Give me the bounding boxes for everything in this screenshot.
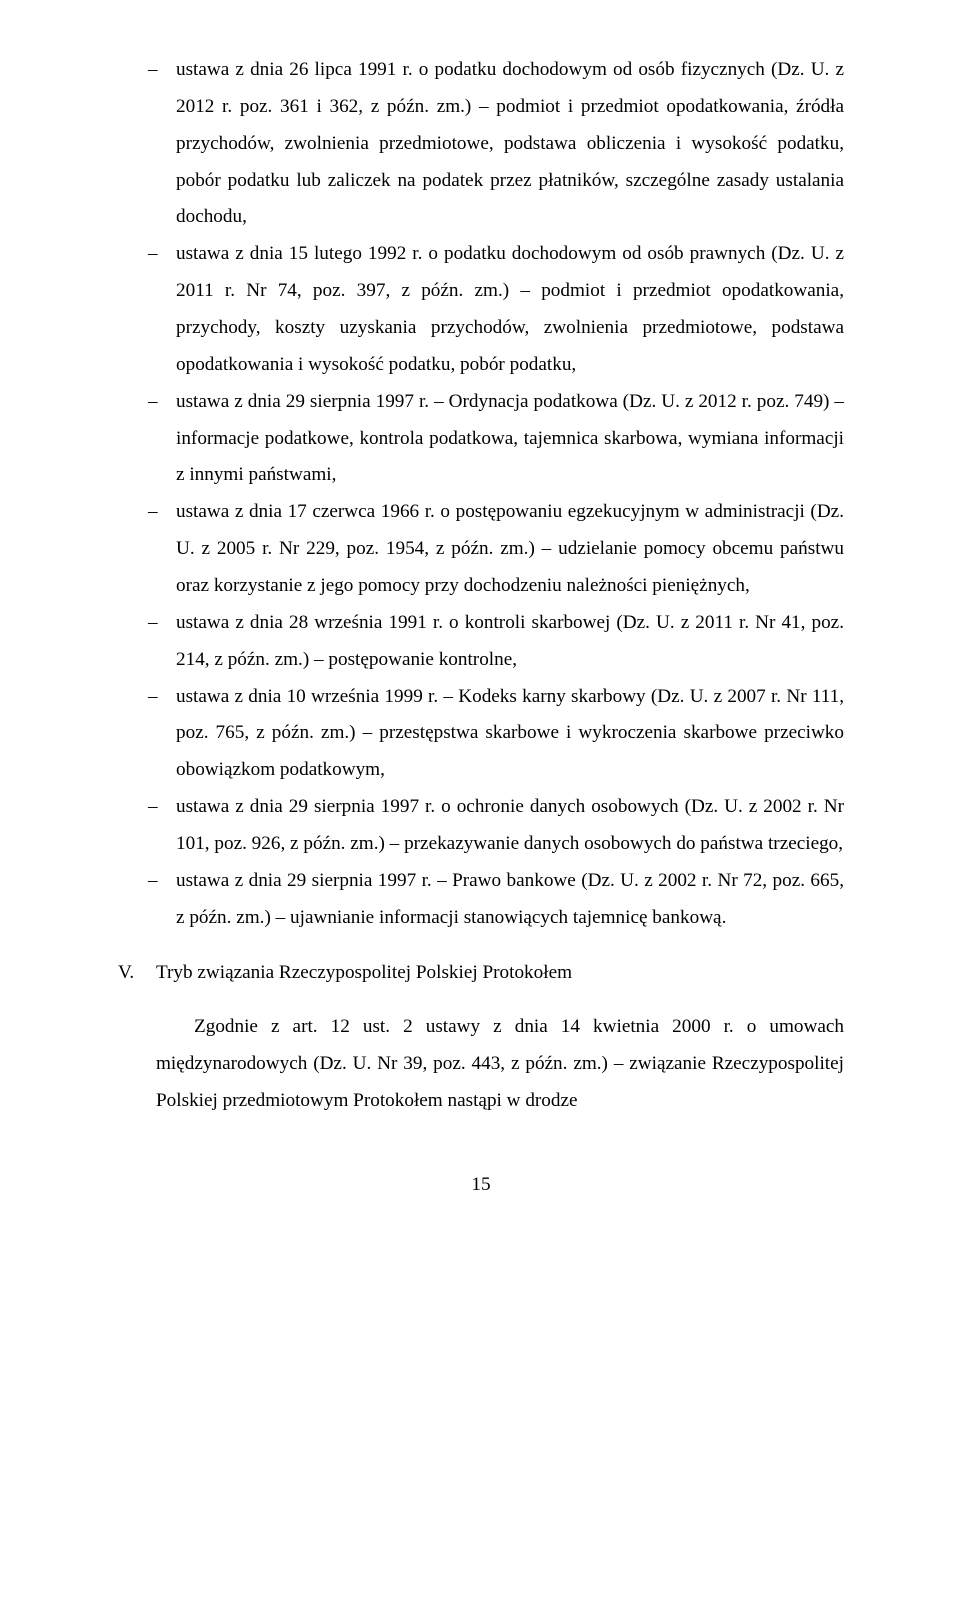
list-item: ustawa z dnia 28 września 1991 r. o kont… — [118, 605, 844, 679]
list-item: ustawa z dnia 10 września 1999 r. – Kode… — [118, 679, 844, 790]
section-title: Tryb związania Rzeczypospolitej Polskiej… — [156, 955, 572, 992]
statute-list: ustawa z dnia 26 lipca 1991 r. o podatku… — [118, 52, 844, 937]
body-paragraph: Zgodnie z art. 12 ust. 2 ustawy z dnia 1… — [118, 1009, 844, 1120]
list-item: ustawa z dnia 29 sierpnia 1997 r. o ochr… — [118, 789, 844, 863]
list-item: ustawa z dnia 26 lipca 1991 r. o podatku… — [118, 52, 844, 236]
section-heading: V. Tryb związania Rzeczypospolitej Polsk… — [118, 955, 844, 992]
list-item: ustawa z dnia 15 lutego 1992 r. o podatk… — [118, 236, 844, 383]
section-number: V. — [118, 955, 156, 992]
list-item: ustawa z dnia 17 czerwca 1966 r. o postę… — [118, 494, 844, 605]
page-number: 15 — [118, 1174, 844, 1196]
list-item: ustawa z dnia 29 sierpnia 1997 r. – Ordy… — [118, 384, 844, 495]
list-item: ustawa z dnia 29 sierpnia 1997 r. – Praw… — [118, 863, 844, 937]
document-page: ustawa z dnia 26 lipca 1991 r. o podatku… — [0, 0, 960, 1236]
